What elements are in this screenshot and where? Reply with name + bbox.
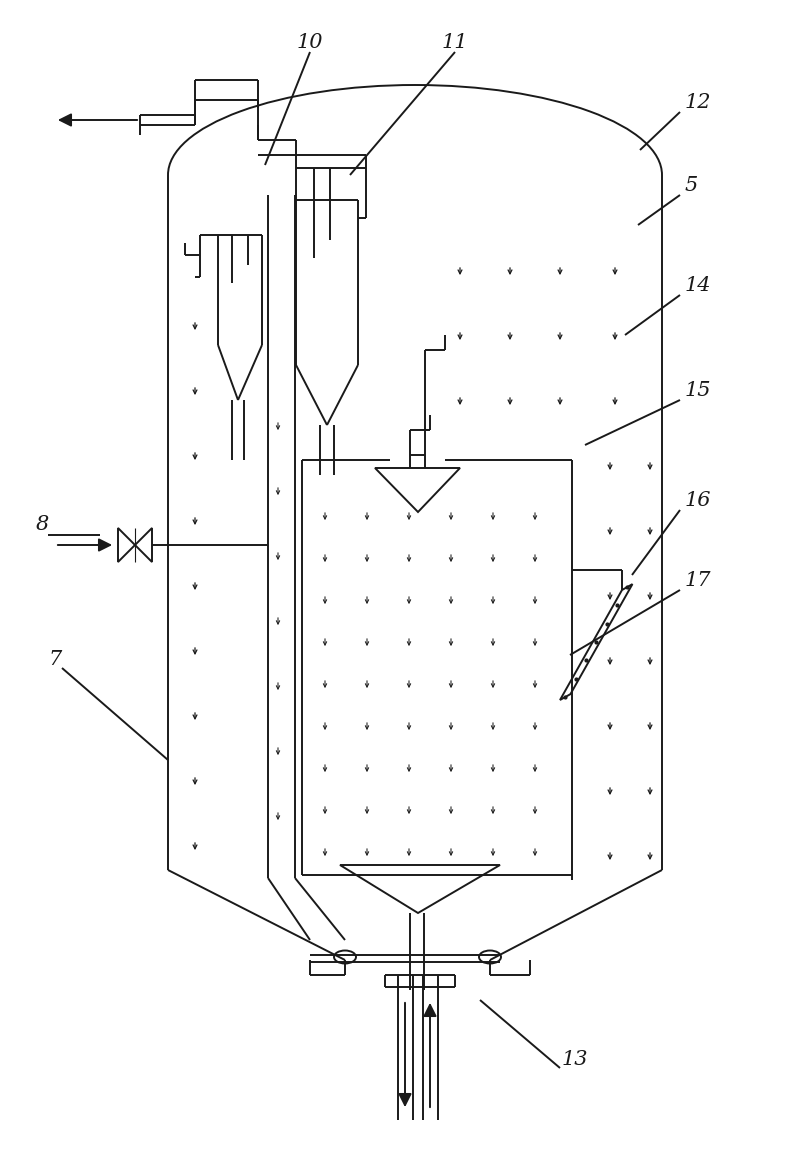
Text: 10: 10 [297,33,323,52]
Text: 11: 11 [442,33,468,52]
Text: 13: 13 [562,1050,589,1069]
Text: 14: 14 [685,276,711,295]
Text: 16: 16 [685,490,711,510]
Text: 17: 17 [685,571,711,589]
Text: 5: 5 [685,176,698,195]
Text: 15: 15 [685,381,711,400]
Text: 12: 12 [685,93,711,112]
Text: 8: 8 [35,515,49,534]
Text: 7: 7 [48,650,62,669]
